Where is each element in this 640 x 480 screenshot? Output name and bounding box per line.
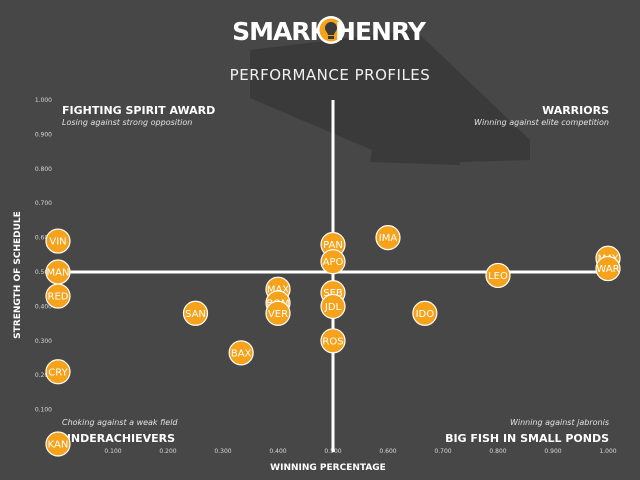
quadrant-subtitle-top-left: Losing against strong opposition [62, 118, 192, 127]
y-tick-label: 0.100 [35, 407, 52, 414]
point-leo: LEO [485, 262, 511, 289]
y-tick-label: 0.600 [35, 235, 52, 242]
logo-shadow [250, 30, 530, 165]
point-marker [320, 328, 346, 354]
x-tick-label: 0.300 [214, 448, 231, 455]
point-marker [45, 359, 71, 385]
point-label: WAR [596, 264, 619, 275]
point-label: SAN [185, 309, 206, 320]
x-tick-label: 0.900 [544, 448, 561, 455]
chart-title: PERFORMANCE PROFILES [230, 66, 431, 84]
y-tick-label: 0.500 [35, 269, 52, 276]
logo-left-text: SMARK [232, 17, 330, 46]
x-axis-ticks: 0.1000.2000.3000.4000.5000.6000.7000.800… [104, 448, 616, 455]
point-san: SAN [182, 300, 209, 326]
x-tick-label: 0.600 [379, 448, 396, 455]
y-tick-label: 0.300 [35, 338, 52, 345]
point-marker [485, 262, 511, 289]
point-marker [595, 255, 621, 282]
point-marker [45, 228, 71, 254]
logo: SMARK HENRY [232, 16, 428, 46]
point-marker [45, 431, 71, 457]
point-ver: VER [265, 300, 291, 326]
point-pan: PAN [320, 231, 346, 258]
point-label: JDL [324, 302, 342, 313]
point-label: PAN [323, 240, 343, 251]
point-marker [320, 293, 346, 319]
point-label: IDO [416, 309, 435, 320]
x-tick-label: 1.000 [599, 448, 616, 455]
point-ima: IMA [375, 225, 401, 251]
point-label: KAN [48, 440, 69, 451]
x-tick-label: 0.700 [434, 448, 451, 455]
point-marker [320, 249, 346, 275]
point-label: ROS [322, 336, 343, 347]
point-label: MAN [47, 268, 70, 279]
point-vin: VIN [45, 228, 71, 254]
point-label: BAX [231, 348, 252, 359]
y-tick-label: 0.700 [35, 200, 52, 207]
point-marker [375, 225, 401, 251]
point-kan: KAN [45, 431, 71, 457]
point-apo: APO [320, 249, 346, 275]
data-points: VINMANREDCRYKANSANBAXMAXBOMVERPANAPOSEBJ… [45, 225, 621, 457]
lightbulb-icon [317, 16, 345, 44]
y-tick-label: 0.400 [35, 303, 52, 310]
point-label: LEO [488, 271, 508, 282]
x-tick-label: 0.100 [104, 448, 121, 455]
point-label: SEB [323, 288, 343, 299]
point-ido: IDO [412, 300, 438, 326]
point-ros: ROS [320, 328, 346, 354]
x-tick-label: 0.200 [159, 448, 176, 455]
y-tick-label: 0.900 [35, 131, 52, 138]
point-label: MAX [267, 285, 289, 296]
point-marker [45, 283, 71, 309]
x-tick-label: 0.400 [269, 448, 286, 455]
point-marker [228, 340, 254, 366]
logo-right-text: HENRY [335, 17, 427, 46]
point-label: CRY [48, 367, 68, 378]
point-marker [412, 300, 438, 326]
quadrant-title-top-right: WARRIORS [542, 104, 609, 117]
point-marker [182, 300, 209, 326]
y-tick-label: 0.200 [35, 372, 52, 379]
point-cry: CRY [45, 359, 71, 385]
point-label: VIN [49, 237, 66, 248]
point-label: IMA [379, 233, 398, 244]
y-axis-label: STRENGTH OF SCHEDULE [13, 211, 23, 339]
quadrant-subtitle-top-right: Winning against elite competition [474, 118, 609, 127]
quadrant-title-bottom-left: UNDERACHIEVERS [62, 432, 175, 445]
quadrant-title-bottom-right: BIG FISH IN SMALL PONDS [445, 432, 609, 445]
point-label: APO [323, 257, 344, 268]
y-tick-label: 0.800 [35, 166, 52, 173]
point-jdl: JDL [320, 293, 346, 319]
point-bax: BAX [228, 340, 254, 366]
quadrant-subtitle-bottom-right: Winning against jabronis [510, 418, 609, 427]
point-label: VER [268, 309, 288, 320]
quadrant-subtitle-bottom-left: Choking against a weak field [62, 418, 178, 427]
x-tick-label: 0.800 [489, 448, 506, 455]
point-label: RED [48, 292, 69, 303]
quadrant-title-top-left: FIGHTING SPIRIT AWARD [62, 104, 215, 117]
y-axis-ticks: 0.100 0.200 0.300 0.400 0.500 0.600 0.700 0.800… [35, 97, 52, 414]
point-marker [265, 300, 291, 326]
point-man: MAN [45, 259, 71, 285]
point-war: WAR [595, 255, 621, 282]
point-red: RED [45, 283, 71, 309]
y-tick-label: 1.000 [35, 97, 52, 104]
x-axis-label: WINNING PERCENTAGE [270, 463, 386, 473]
